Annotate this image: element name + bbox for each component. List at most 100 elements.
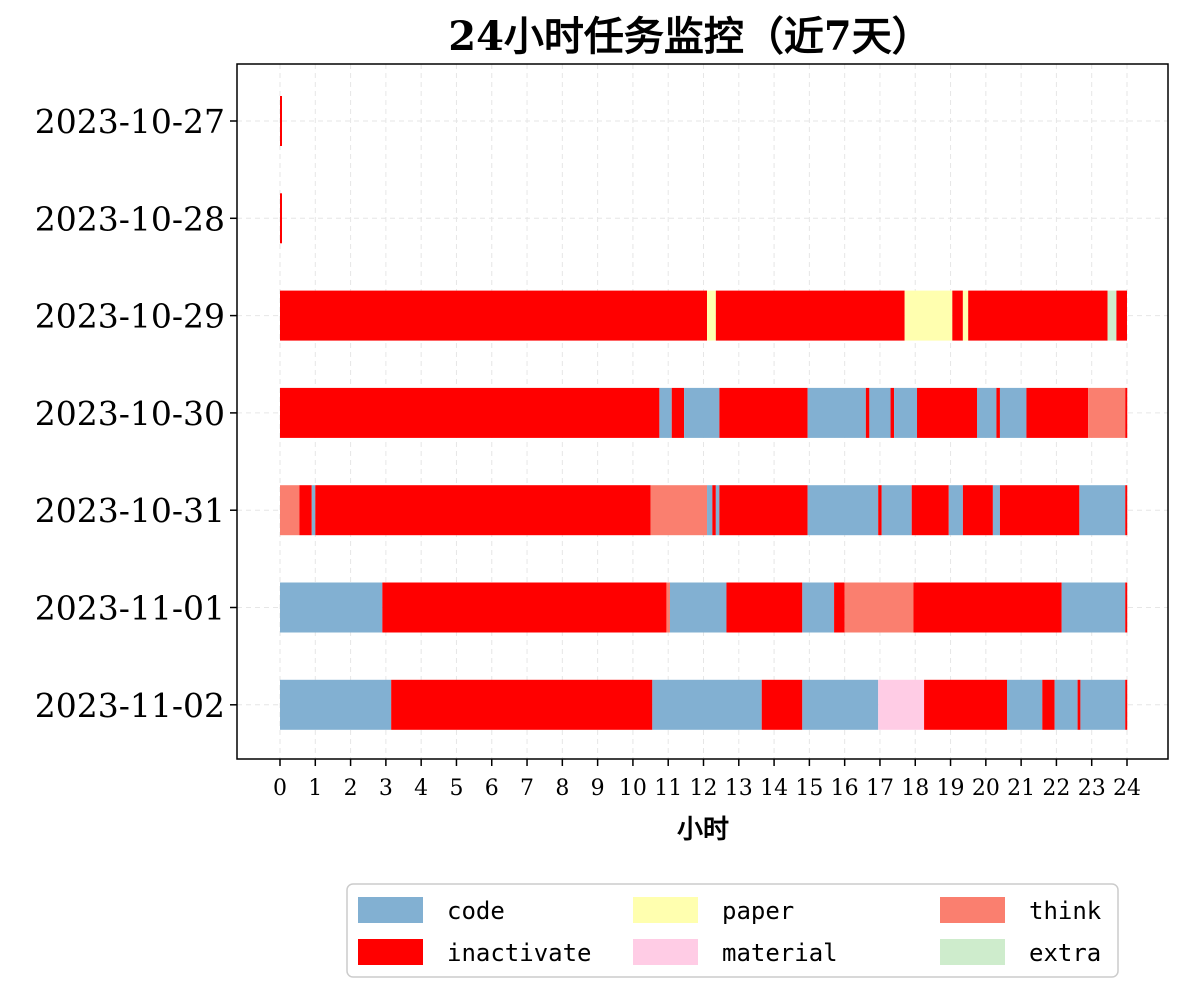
bar-segment-inactivate [962,485,993,536]
x-tick-label: 4 [414,776,428,801]
x-tick-label: 9 [591,776,605,801]
bar-segment-inactivate [911,485,949,536]
bar-segment-inactivate [968,290,1108,341]
bar-segment-code [707,485,713,536]
bar-segment-code [1054,679,1078,730]
bar-segment-inactivate [391,679,653,730]
legend-swatch-think [940,897,1005,923]
bar-segment-inactivate [1116,290,1127,341]
x-tick-label: 23 [1078,776,1106,801]
bar-segment-think [844,582,914,633]
bar-row [280,193,282,244]
bar-segment-inactivate [1125,679,1128,730]
legend-label-think: think [1029,897,1102,925]
bar-segment-code [280,582,383,633]
legend-swatch-inactivate [358,939,423,965]
chart-title: 24小时任务监控（近7天） [448,13,932,60]
y-tick-label: 2023-10-28 [35,199,225,238]
x-tick-label: 10 [619,776,647,801]
y-axis: 2023-10-27 2023-10-28 2023-10-29 2023-10-30… [35,102,237,725]
bar-segment-inactivate [999,485,1080,536]
y-tick-label: 2023-11-01 [35,589,225,628]
legend-swatch-code [358,897,423,923]
y-tick-label: 2023-10-29 [35,297,225,336]
x-tick-label: 21 [1007,776,1035,801]
bar-segment-inactivate [834,582,845,633]
bar-segment-code [881,485,912,536]
bars-layer [280,96,1128,730]
bar-segment-inactivate [299,485,312,536]
y-tick-label: 2023-10-31 [35,491,225,530]
bar-segment-extra [1107,290,1117,341]
x-tick-label: 2 [344,776,358,801]
x-tick-label: 3 [379,776,393,801]
bar-segment-inactivate [280,96,282,146]
legend-label-material: material [722,939,838,967]
x-tick-label: 20 [972,776,1000,801]
bar-segment-inactivate [719,485,808,536]
bar-segment-inactivate [382,582,667,633]
bar-segment-code [894,387,918,438]
bar-segment-inactivate [712,485,716,536]
bar-segment-inactivate [1125,582,1128,633]
bar-segment-code [999,387,1027,438]
bar-segment-inactivate [761,679,803,730]
bar-segment-code [1080,679,1126,730]
x-tick-label: 17 [866,776,894,801]
x-tick-label: 1 [308,776,322,801]
x-tick-label: 7 [520,776,534,801]
bar-segment-inactivate [1125,387,1128,438]
bar-segment-code [977,387,997,438]
bar-segment-code [1007,679,1043,730]
x-tick-label: 12 [690,776,718,801]
bar-segment-paper [962,290,969,341]
bar-segment-code [1061,582,1126,633]
bar-segment-code [802,582,835,633]
bar-row [280,96,282,146]
bar-row [280,485,1128,536]
bar-segment-inactivate [865,387,870,438]
y-tick-label: 2023-11-02 [35,686,225,725]
legend-swatch-extra [940,939,1005,965]
y-tick-label: 2023-10-27 [35,102,225,141]
bar-segment-code [1079,485,1126,536]
x-tick-label: 6 [485,776,499,801]
legend-label-inactivate: inactivate [447,939,592,967]
bar-segment-code [715,485,720,536]
bar-segment-code [659,387,672,438]
legend-box [346,883,1119,978]
x-axis-label: 小时 [677,815,729,845]
bar-segment-material [878,679,925,730]
x-tick-label: 0 [273,776,287,801]
bar-segment-inactivate [280,193,282,244]
bar-segment-inactivate [1125,485,1128,536]
bar-segment-code [652,679,762,730]
bar-segment-inactivate [924,679,1008,730]
legend-label-extra: extra [1029,939,1101,967]
bar-segment-inactivate [1042,679,1055,730]
bar-segment-code [684,387,720,438]
bar-segment-inactivate [671,387,685,438]
legend-swatch-material [633,939,698,965]
bar-row [280,290,1127,341]
bar-row [280,387,1128,438]
bar-segment-inactivate [726,582,803,633]
bar-segment-inactivate [913,582,1062,633]
y-tick-label: 2023-10-30 [35,394,225,433]
x-tick-label: 22 [1042,776,1070,801]
x-tick-label: 16 [831,776,859,801]
x-tick-label: 5 [449,776,463,801]
bar-segment-inactivate [878,485,882,536]
legend-label-code: code [447,897,505,925]
legend-swatch-paper [633,897,698,923]
x-tick-label: 13 [725,776,753,801]
x-tick-label: 11 [654,776,682,801]
bar-segment-paper [904,290,953,341]
bar-segment-code [992,485,1000,536]
bar-segment-inactivate [917,387,978,438]
bar-segment-code [807,485,879,536]
plot-frame [236,63,1169,760]
legend: code inactivate paper material think extra [346,883,1119,978]
bar-segment-think [1088,387,1126,438]
